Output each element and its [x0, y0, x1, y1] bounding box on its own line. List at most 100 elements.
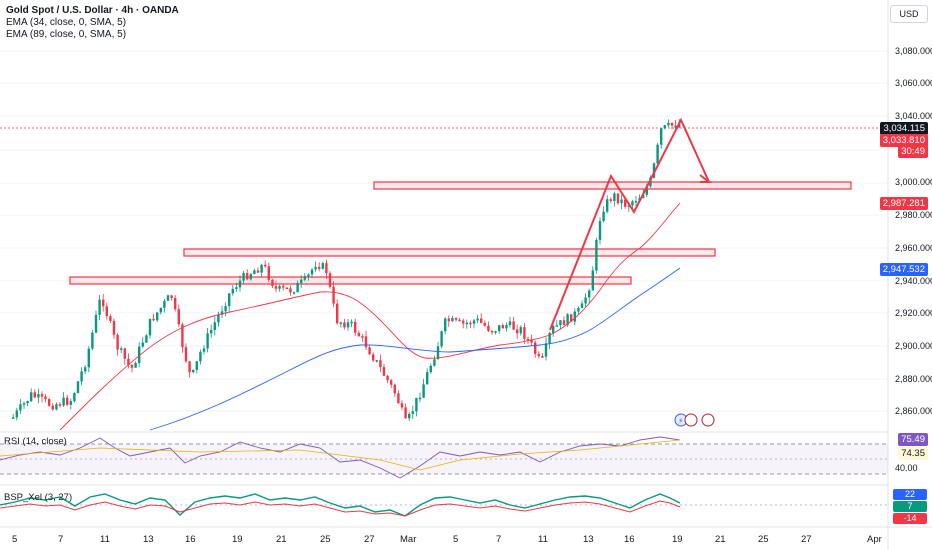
candle-body [404, 407, 407, 419]
bsp-red-line [0, 500, 681, 517]
candle-body [336, 303, 339, 324]
candle-body [76, 381, 80, 393]
time-label: 27 [801, 534, 812, 545]
time-label: 16 [185, 534, 196, 545]
candle-body [55, 404, 58, 410]
candle-body [202, 348, 206, 352]
candle-body [415, 397, 418, 412]
candle-body [224, 306, 227, 312]
candle-body [253, 270, 256, 275]
candle-body [541, 356, 544, 358]
candle-body [580, 303, 584, 309]
candle-body [242, 273, 245, 281]
price-label: 2,860.000 [895, 406, 932, 416]
price-label: 2,880.000 [895, 374, 932, 384]
candle-body [476, 318, 479, 321]
candle-body [256, 270, 260, 273]
price-label: 3,080.000 [895, 46, 932, 56]
countdown-tag: 30:49 [898, 145, 928, 158]
candle-body [220, 311, 224, 315]
candle-body [418, 397, 422, 400]
ema89-tag: 2,947.532 [879, 263, 928, 276]
candle-body [519, 327, 522, 334]
candle-body [170, 295, 173, 299]
candle-body [505, 325, 508, 329]
candle-body [357, 332, 360, 337]
candle-body [620, 199, 623, 204]
candle-body [508, 321, 512, 326]
candle-body [472, 320, 476, 324]
rsi-legend[interactable]: RSI (14, close) [4, 436, 67, 447]
currency-button[interactable]: USD [890, 5, 928, 23]
candle-body [343, 322, 346, 328]
candle-body [656, 144, 659, 164]
candle-body [246, 273, 249, 280]
candle-body [588, 290, 591, 298]
bsp-value-3: -14 [893, 513, 927, 524]
candle-body [310, 269, 314, 275]
candle-body [274, 285, 278, 289]
candle-body [642, 194, 645, 198]
price-label: 2,940.000 [895, 276, 932, 286]
candle-body [44, 396, 47, 400]
candle-body [426, 372, 429, 385]
candle-body [494, 331, 497, 333]
rsi-value-tag: 75.49 [898, 433, 928, 446]
time-label: 11 [100, 534, 110, 545]
candle-body [37, 394, 40, 398]
time-label: 13 [143, 534, 154, 545]
grid [0, 50, 888, 412]
ema-34-legend[interactable]: EMA (34, close, 0, SMA, 5) [6, 17, 127, 28]
time-label: 5 [453, 534, 459, 545]
candle-body [22, 403, 26, 405]
candle-body [634, 200, 638, 203]
candle-body [66, 397, 69, 405]
candle-body [112, 320, 116, 335]
time-label: 16 [624, 534, 635, 545]
candle-body [177, 309, 180, 325]
candle-body [577, 308, 580, 312]
candle-body [674, 125, 677, 128]
time-label: 7 [496, 534, 502, 545]
ema-89-legend[interactable]: EMA (89, close, 0, SMA, 5) [6, 29, 127, 40]
event-icons: ⚡ [674, 413, 715, 427]
rsi-band [0, 444, 888, 474]
bsp-legend[interactable]: BSP_Xel (3, 27) [4, 492, 73, 503]
candle-body [616, 193, 620, 204]
zone-2955 [183, 248, 716, 257]
candle-body [26, 401, 29, 404]
candle-body [127, 358, 130, 365]
candle-body [465, 322, 468, 325]
candle-body [652, 163, 656, 178]
candle-body [512, 321, 515, 330]
candle-body [12, 417, 15, 419]
candle-body [411, 411, 414, 414]
last-price-tag: 3,034.115 [880, 122, 928, 135]
time-label: 5 [12, 534, 18, 545]
candle-body [307, 274, 310, 277]
candle-body [195, 361, 198, 370]
candle-body [627, 205, 630, 207]
candle-body [260, 264, 263, 273]
time-label: Apr [867, 534, 882, 545]
candle-body [364, 336, 368, 348]
candle-body [206, 333, 209, 349]
symbol-title[interactable]: Gold Spot / U.S. Dollar · 4h · OANDA [6, 5, 179, 16]
candle-body [33, 392, 36, 398]
projection-path [549, 117, 712, 331]
candle-body [174, 298, 177, 310]
ema34-tag: 2,987.281 [879, 197, 928, 210]
candle-body [58, 404, 62, 406]
zone-2940 [69, 276, 632, 285]
candle-body [562, 320, 566, 326]
candle-body [332, 286, 335, 304]
candle-body [278, 285, 281, 289]
candle-body [228, 293, 231, 307]
candle-body [199, 351, 202, 362]
candle-body [400, 403, 404, 408]
candle-body [87, 348, 90, 368]
candle-body [397, 393, 400, 404]
candle-body [120, 348, 123, 350]
candle-body [393, 384, 396, 394]
